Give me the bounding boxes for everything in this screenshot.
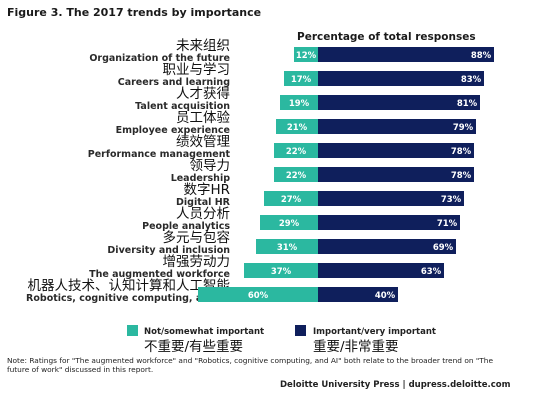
category-label-cn: 员工体验 xyxy=(176,110,230,126)
data-label-not-important: 21% xyxy=(287,123,308,133)
legend-swatch-not-important xyxy=(127,325,138,336)
data-label-not-important: 37% xyxy=(271,267,292,277)
bar-not-important xyxy=(198,287,318,302)
category-label-cn: 领导力 xyxy=(190,158,231,174)
data-label-important: 88% xyxy=(471,51,492,61)
legend-swatch-important xyxy=(295,325,306,336)
data-label-not-important: 22% xyxy=(286,147,307,157)
category-label-cn: 未来组织 xyxy=(176,38,230,54)
bar-not-important xyxy=(264,191,318,206)
bar-not-important xyxy=(284,71,318,86)
data-label-not-important: 19% xyxy=(289,99,310,109)
bar-important xyxy=(318,215,460,230)
chart-note: Note: Ratings for "The augmented workfor… xyxy=(7,356,494,374)
bar-important xyxy=(318,263,444,278)
category-label: Performance management xyxy=(88,149,231,160)
bar-not-important xyxy=(274,143,318,158)
figure-title: Figure 3. The 2017 trends by importance xyxy=(7,6,262,19)
category-label: Employee experience xyxy=(116,125,230,136)
legend-label-cn-important: 重要/非常重要 xyxy=(313,339,399,355)
data-label-not-important: 12% xyxy=(296,51,317,61)
data-label-not-important: 60% xyxy=(248,291,269,301)
category-label: Digital HR xyxy=(176,197,231,208)
legend-label-not-important: Not/somewhat important xyxy=(144,327,264,337)
bar-not-important xyxy=(274,167,318,182)
category-label: Talent acquisition xyxy=(135,101,230,112)
source-credit: Deloitte University Press | dupress.delo… xyxy=(280,380,511,390)
data-label-important: 79% xyxy=(453,123,474,133)
data-label-not-important: 29% xyxy=(279,219,300,229)
bar-important xyxy=(318,287,398,302)
bar-not-important xyxy=(256,239,318,254)
bar-important xyxy=(318,167,474,182)
category-label-cn: 多元与包容 xyxy=(163,229,231,246)
data-label-important: 81% xyxy=(457,99,478,109)
bar-not-important xyxy=(280,95,318,110)
category-label: People analytics xyxy=(142,221,230,232)
bar-important xyxy=(318,71,484,86)
data-label-important: 69% xyxy=(433,243,454,253)
category-label-cn: 人才获得 xyxy=(176,85,230,102)
category-label-cn: 数字HR xyxy=(183,182,230,198)
bar-important xyxy=(318,191,464,206)
category-label: Diversity and inclusion xyxy=(107,245,230,256)
bar-important xyxy=(318,95,480,110)
bar-not-important xyxy=(276,119,318,134)
bar-important xyxy=(318,239,456,254)
category-label-cn: 绩效管理 xyxy=(176,134,230,150)
data-label-important: 83% xyxy=(461,75,482,85)
data-label-important: 78% xyxy=(451,147,472,157)
bar-important xyxy=(318,119,476,134)
category-label-cn: 机器人技术、认知计算和人工智能 xyxy=(28,277,231,294)
category-label: Organization of the future xyxy=(89,53,230,64)
data-label-important: 40% xyxy=(375,291,396,301)
category-label-cn: 增强劳动力 xyxy=(163,254,231,270)
bar-important xyxy=(318,143,474,158)
bar-important xyxy=(318,47,494,62)
data-label-not-important: 22% xyxy=(286,171,307,181)
category-label: Careers and learning xyxy=(118,77,230,88)
legend-label-important: Important/very important xyxy=(313,327,436,337)
category-label: Leadership xyxy=(171,173,231,184)
data-label-important: 63% xyxy=(421,267,442,277)
bar-not-important xyxy=(294,47,318,62)
category-label: The augmented workforce xyxy=(89,269,230,280)
data-label-not-important: 27% xyxy=(281,195,302,205)
data-label-important: 78% xyxy=(451,171,472,181)
data-label-important: 71% xyxy=(437,219,458,229)
legend-label-cn-not-important: 不重要/有些重要 xyxy=(144,339,243,355)
bar-not-important xyxy=(260,215,318,230)
data-label-not-important: 17% xyxy=(291,75,312,85)
chart-header: Percentage of total responses xyxy=(297,31,476,43)
data-label-not-important: 31% xyxy=(277,243,298,253)
category-label: Robotics, cognitive computing, and AI xyxy=(26,293,230,304)
data-label-important: 73% xyxy=(441,195,462,205)
bar-not-important xyxy=(244,263,318,278)
category-label-cn: 职业与学习 xyxy=(163,62,231,78)
category-label-cn: 人员分析 xyxy=(176,206,230,222)
